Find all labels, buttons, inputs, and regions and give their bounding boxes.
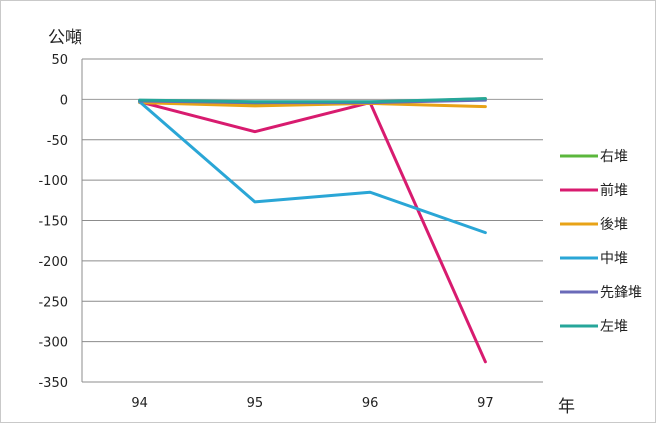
y-tick-label: -100 (38, 174, 68, 189)
series-line-3 (138, 100, 487, 235)
y-tick-label: 0 (60, 93, 68, 108)
y-tick-label: -350 (38, 376, 68, 391)
x-tick-label: 94 (131, 396, 148, 411)
legend-label: 右堆 (600, 149, 628, 165)
x-tick-label: 97 (477, 396, 494, 411)
y-tick-label: -50 (47, 134, 68, 149)
y-tick-label: -250 (38, 295, 68, 310)
y-axis-title: 公噸 (48, 28, 82, 48)
series-line-5 (138, 97, 487, 104)
x-tick-label: 96 (362, 396, 379, 411)
x-axis-title: 年 (558, 397, 575, 417)
y-tick-label: 50 (51, 53, 68, 68)
legend-label: 中堆 (600, 251, 628, 267)
x-tick-label: 95 (247, 396, 264, 411)
series-lines (138, 97, 487, 364)
legend-label: 前堆 (600, 182, 628, 199)
y-tick-label: -300 (38, 336, 68, 351)
legend-label: 後堆 (600, 217, 628, 233)
series-line-2 (138, 101, 487, 109)
legend-label: 左堆 (600, 319, 628, 335)
axes: 50 0 -50 -100 -150 -200 -250 -300 -350 94 95 96 97 (38, 53, 493, 411)
y-tick-label: -150 (38, 215, 68, 230)
y-tick-label: -200 (38, 255, 68, 270)
legend-label: 先鋒堆 (600, 285, 642, 301)
series-line-1 (138, 100, 487, 364)
